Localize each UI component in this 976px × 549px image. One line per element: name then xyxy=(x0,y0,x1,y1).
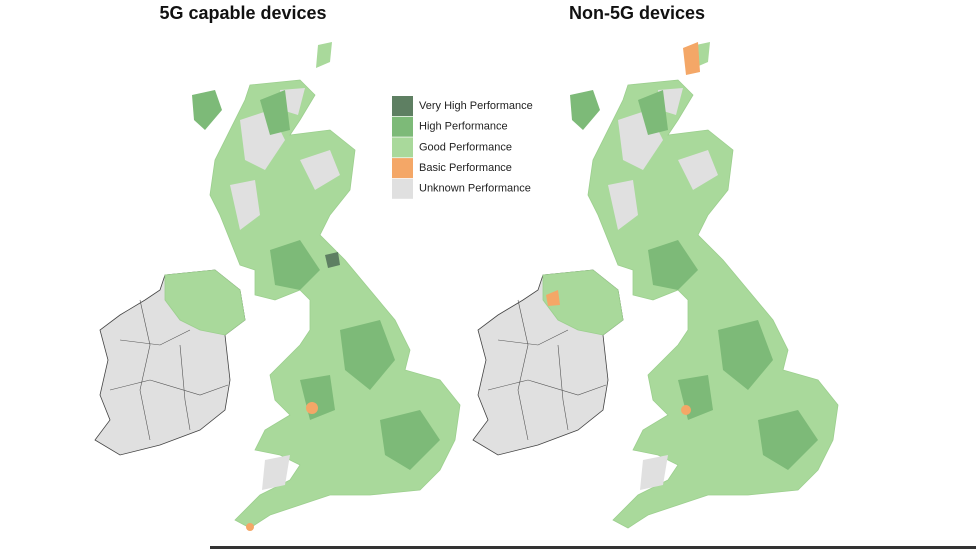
map-title: Non-5G devices xyxy=(569,3,705,23)
legend-label: High Performance xyxy=(419,121,508,133)
basic-area xyxy=(306,402,318,414)
bottom-bar xyxy=(210,546,976,549)
legend-swatch xyxy=(392,137,413,158)
legend-swatch xyxy=(392,158,413,179)
legend-label: Very High Performance xyxy=(419,100,533,112)
legend-label: Basic Performance xyxy=(419,162,512,174)
basic-area xyxy=(546,290,560,306)
basic-area xyxy=(683,42,700,75)
basic-area xyxy=(246,523,254,531)
map-non-5g: Non-5G devices xyxy=(472,3,839,529)
map-title: 5G capable devices xyxy=(159,3,326,23)
very-high-area xyxy=(325,252,340,268)
legend-swatch xyxy=(392,116,413,137)
map-5g: 5G capable devices xyxy=(94,3,461,531)
legend-swatch xyxy=(392,96,413,116)
legend-swatch xyxy=(392,178,413,199)
legend-label: Unknown Performance xyxy=(419,183,531,195)
legend-label: Good Performance xyxy=(419,141,512,153)
legend: Very High Performance High Performance Goo… xyxy=(392,96,533,199)
basic-area xyxy=(681,405,691,415)
ireland xyxy=(94,269,246,456)
